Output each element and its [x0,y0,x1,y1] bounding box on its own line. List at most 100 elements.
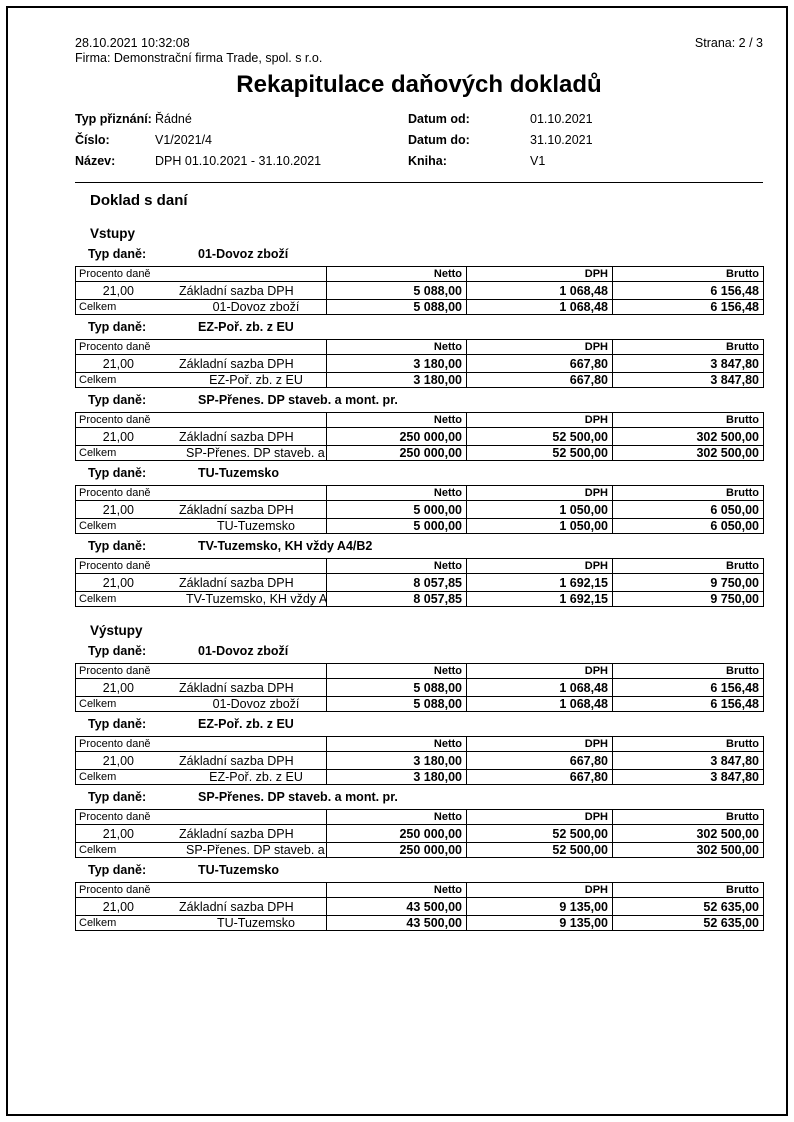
tax-type-value: EZ-Poř. zb. z EU [198,320,294,334]
meta-label-kniha: Kniha: [408,154,447,168]
total-name-cell: Celkem TU-Tuzemsko [75,518,327,534]
total-row: Celkem SP-Přenes. DP staveb. a mont. pr.… [75,445,764,461]
tax-type-value: TU-Tuzemsko [198,863,280,877]
col-header-dph: DPH [466,412,613,428]
col-header-percent: Procento daně [75,809,327,825]
col-header-percent: Procento daně [75,882,327,898]
total-label: Celkem [79,771,117,783]
tax-type-value: TV-Tuzemsko, KH vždy A4/B2 [198,539,373,553]
tax-table: Procento daně Netto DPH Brutto 21,00 Zákl… [75,558,764,607]
table-header-row: Procento daně Netto DPH Brutto [75,339,764,355]
meta-label-typ-priznani: Typ přiznání: [75,112,152,126]
dph-value: 52 500,00 [466,427,613,446]
total-name-cell: Celkem SP-Přenes. DP staveb. a mont. pr. [75,445,327,461]
col-header-netto: Netto [326,736,467,752]
tax-table: Procento daně Netto DPH Brutto 21,00 Zákl… [75,663,764,712]
tax-type-line: Typ daně: 01-Dovoz zboží [75,644,763,658]
tax-rate-row: 21,00 Základní sazba DPH 5 088,00 1 068,4… [75,678,764,697]
blocks-host: Typ daně: 01-Dovoz zboží Procento daně Ne… [75,644,764,931]
total-name-cell: Celkem TV-Tuzemsko, KH vždy A4/B2 [75,591,327,607]
report-datetime: 28.10.2021 10:32:08 [75,36,190,50]
col-header-percent: Procento daně [75,485,327,501]
total-row: Celkem 01-Dovoz zboží 5 088,00 1 068,48 … [75,696,764,712]
total-row: Celkem EZ-Poř. zb. z EU 3 180,00 667,80 … [75,769,764,785]
tax-type-line: Typ daně: TU-Tuzemsko [75,863,763,877]
dph-value: 52 500,00 [466,824,613,843]
total-tax-type-name: SP-Přenes. DP staveb. a mont. pr. [186,446,326,460]
tax-group: Vstupy Typ daně: 01-Dovoz zboží Procento … [75,226,764,607]
total-row: Celkem EZ-Poř. zb. z EU 3 180,00 667,80 … [75,372,764,388]
tax-rate-row: 21,00 Základní sazba DPH 5 000,00 1 050,0… [75,500,764,519]
tax-type-line: Typ daně: EZ-Poř. zb. z EU [75,717,763,731]
total-netto-value: 5 088,00 [326,299,467,315]
total-netto-value: 43 500,00 [326,915,467,931]
tax-rate-cell: 21,00 Základní sazba DPH [75,500,327,519]
tax-type-value: SP-Přenes. DP staveb. a mont. pr. [198,790,398,804]
col-header-brutto: Brutto [612,485,764,501]
total-name-cell: Celkem 01-Dovoz zboží [75,299,327,315]
col-header-brutto: Brutto [612,882,764,898]
tax-table: Procento daně Netto DPH Brutto 21,00 Zákl… [75,882,764,931]
total-label: Celkem [79,593,117,605]
total-label: Celkem [79,698,117,710]
tax-table: Procento daně Netto DPH Brutto 21,00 Zákl… [75,412,764,461]
tax-group: Výstupy Typ daně: 01-Dovoz zboží Procento… [75,623,764,931]
tax-type-block: Typ daně: TU-Tuzemsko Procento daně Netto… [75,863,764,931]
col-header-dph: DPH [466,339,613,355]
tax-rate-label: Základní sazba DPH [179,429,294,444]
netto-value: 43 500,00 [326,897,467,916]
netto-value: 3 180,00 [326,354,467,373]
tax-rate-label: Základní sazba DPH [179,283,294,298]
tax-rate-row: 21,00 Základní sazba DPH 3 180,00 667,80 … [75,751,764,770]
col-header-netto: Netto [326,485,467,501]
total-brutto-value: 3 847,80 [612,372,764,388]
report-title: Rekapitulace daňových dokladů [236,71,602,98]
tax-rate-label: Základní sazba DPH [179,356,294,371]
tax-rate-cell: 21,00 Základní sazba DPH [75,427,327,446]
col-header-netto: Netto [326,558,467,574]
total-netto-value: 250 000,00 [326,445,467,461]
col-header-percent: Procento daně [75,339,327,355]
tax-rate-cell: 21,00 Základní sazba DPH [75,281,327,300]
group-title: Výstupy [90,623,143,638]
table-header-row: Procento daně Netto DPH Brutto [75,736,764,752]
netto-value: 3 180,00 [326,751,467,770]
divider-line [75,182,763,183]
total-label: Celkem [79,301,117,313]
total-row: Celkem TV-Tuzemsko, KH vždy A4/B2 8 057,… [75,591,764,607]
tax-rate-row: 21,00 Základní sazba DPH 43 500,00 9 135,… [75,897,764,916]
col-header-brutto: Brutto [612,412,764,428]
total-brutto-value: 6 156,48 [612,696,764,712]
tax-rate-row: 21,00 Základní sazba DPH 3 180,00 667,80 … [75,354,764,373]
tax-rate-cell: 21,00 Základní sazba DPH [75,678,327,697]
tax-type-label: Typ daně: [88,644,147,658]
tax-rate-label: Základní sazba DPH [179,899,294,914]
table-header-row: Procento daně Netto DPH Brutto [75,412,764,428]
tax-type-block: Typ daně: SP-Přenes. DP staveb. a mont. p… [75,790,764,858]
col-header-netto: Netto [326,882,467,898]
meta-block: Typ přiznání: Řádné Datum od: 01.10.2021… [75,109,763,172]
tax-rate-label: Základní sazba DPH [179,826,294,841]
brutto-value: 6 156,48 [612,281,764,300]
total-row: Celkem 01-Dovoz zboží 5 088,00 1 068,48 … [75,299,764,315]
total-dph-value: 9 135,00 [466,915,613,931]
tax-rate-cell: 21,00 Základní sazba DPH [75,354,327,373]
netto-value: 5 000,00 [326,500,467,519]
total-dph-value: 1 068,48 [466,696,613,712]
table-header-row: Procento daně Netto DPH Brutto [75,882,764,898]
col-header-netto: Netto [326,266,467,282]
total-tax-type-name: TV-Tuzemsko, KH vždy A4/B2 [186,592,326,606]
total-brutto-value: 6 156,48 [612,299,764,315]
dph-value: 667,80 [466,354,613,373]
total-tax-type-name: EZ-Poř. zb. z EU [209,373,303,387]
tax-rate-percent: 21,00 [102,753,134,768]
tax-type-label: Typ daně: [88,247,147,261]
tax-rate-percent: 21,00 [102,356,134,371]
meta-label-nazev: Název: [75,154,116,168]
tax-type-value: TU-Tuzemsko [198,466,280,480]
total-dph-value: 52 500,00 [466,842,613,858]
table-header-row: Procento daně Netto DPH Brutto [75,663,764,679]
blocks-host: Typ daně: 01-Dovoz zboží Procento daně Ne… [75,247,764,607]
table-header-row: Procento daně Netto DPH Brutto [75,558,764,574]
col-header-percent: Procento daně [75,736,327,752]
